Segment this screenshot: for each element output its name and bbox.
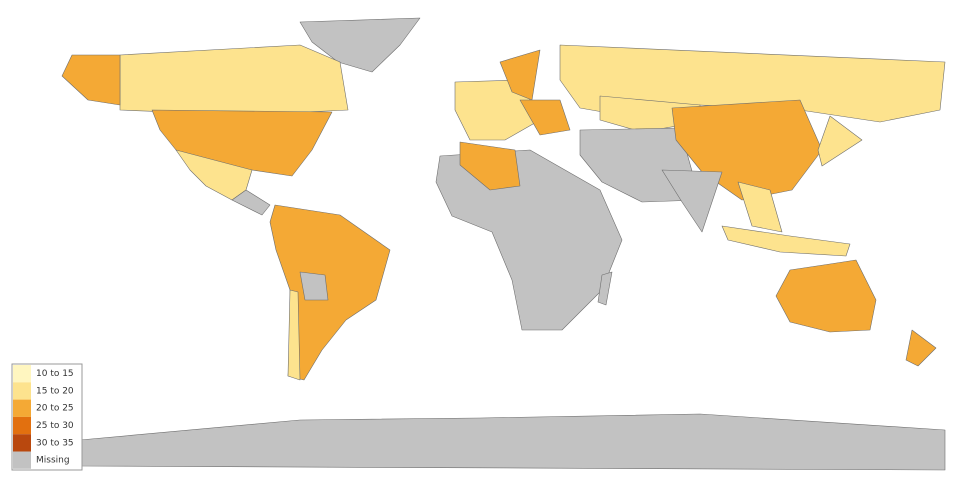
usa xyxy=(151,109,333,177)
land-masses xyxy=(61,17,946,471)
antarctica xyxy=(79,413,946,471)
legend-swatch xyxy=(13,451,31,469)
legend-label: Missing xyxy=(36,456,70,466)
legend-swatch xyxy=(13,382,31,400)
australia xyxy=(775,259,877,333)
legend-label: 30 to 35 xyxy=(36,438,74,448)
legend-label: 15 to 20 xyxy=(36,386,74,396)
south-asia xyxy=(661,169,723,233)
madagascar xyxy=(597,271,613,306)
greenland xyxy=(299,17,421,73)
legend-swatch xyxy=(13,434,31,452)
indonesia xyxy=(721,225,851,257)
legend-label: 20 to 25 xyxy=(36,404,74,414)
southeast-asia xyxy=(737,181,783,233)
legend-swatch xyxy=(13,399,31,417)
alaska xyxy=(61,54,121,106)
bolivia xyxy=(299,271,329,301)
south-america xyxy=(269,204,391,381)
canada xyxy=(119,44,349,117)
legend-label: 25 to 30 xyxy=(36,421,74,431)
legend-swatch xyxy=(13,416,31,435)
algeria xyxy=(459,141,521,191)
africa xyxy=(435,149,623,331)
central-america xyxy=(231,189,271,216)
europe-central xyxy=(519,99,571,136)
chile xyxy=(287,289,301,381)
legend-label: 10 to 15 xyxy=(36,369,74,379)
new-zealand xyxy=(905,329,937,367)
legend-swatch xyxy=(13,365,31,383)
legend: 10 to 15 15 to 20 20 to 25 25 to 30 30 to 35… xyxy=(11,363,83,471)
japan xyxy=(817,115,863,167)
